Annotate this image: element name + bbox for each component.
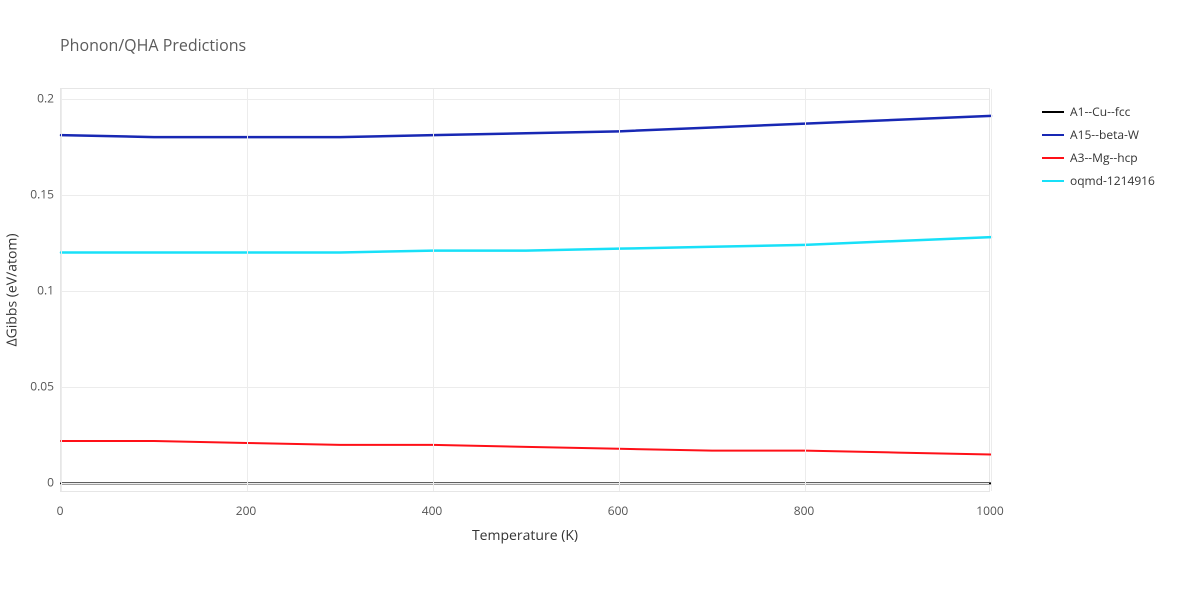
legend-label: A3--Mg--hcp <box>1070 149 1138 166</box>
grid-line-vertical <box>247 89 248 491</box>
grid-line-vertical <box>61 89 62 491</box>
y-tick-label: 0.05 <box>20 378 54 395</box>
grid-line-vertical <box>991 89 992 491</box>
x-tick-label: 400 <box>422 502 443 519</box>
series-line[interactable] <box>61 237 991 252</box>
grid-line-horizontal <box>61 387 989 388</box>
legend-label: A1--Cu--fcc <box>1070 103 1130 120</box>
series-line[interactable] <box>61 441 991 454</box>
y-tick-label: 0.1 <box>20 282 54 299</box>
grid-line-horizontal <box>61 195 989 196</box>
y-axis-label: ΔGibbs (eV/atom) <box>3 233 22 346</box>
y-tick-label: 0 <box>20 474 54 491</box>
x-tick-label: 600 <box>608 502 629 519</box>
phonon-qha-chart: Phonon/QHA Predictions Temperature (K) Δ… <box>0 0 1200 600</box>
y-tick-label: 0.2 <box>20 89 54 106</box>
legend: A1--Cu--fcc A15--beta-W A3--Mg--hcp oqmd-12… <box>1042 102 1155 190</box>
chart-title: Phonon/QHA Predictions <box>60 34 246 56</box>
grid-line-vertical <box>619 89 620 491</box>
grid-line-vertical <box>805 89 806 491</box>
plot-area <box>60 88 990 492</box>
x-tick-label: 800 <box>794 502 815 519</box>
x-tick-label: 200 <box>236 502 257 519</box>
legend-item[interactable]: A3--Mg--hcp <box>1042 148 1155 167</box>
grid-line-horizontal <box>61 483 989 484</box>
legend-swatch <box>1042 180 1064 182</box>
legend-swatch <box>1042 134 1064 136</box>
legend-item[interactable]: A1--Cu--fcc <box>1042 102 1155 121</box>
series-line[interactable] <box>61 116 991 137</box>
grid-line-horizontal <box>61 291 989 292</box>
legend-label: A15--beta-W <box>1070 126 1139 143</box>
legend-swatch <box>1042 157 1064 159</box>
grid-line-vertical <box>433 89 434 491</box>
grid-line-horizontal <box>61 99 989 100</box>
x-axis-label: Temperature (K) <box>472 526 578 545</box>
legend-swatch <box>1042 111 1064 113</box>
legend-item[interactable]: A15--beta-W <box>1042 125 1155 144</box>
legend-item[interactable]: oqmd-1214916 <box>1042 171 1155 190</box>
legend-label: oqmd-1214916 <box>1070 172 1155 189</box>
x-tick-label: 0 <box>57 502 64 519</box>
x-tick-label: 1000 <box>976 502 1003 519</box>
y-tick-label: 0.15 <box>20 185 54 202</box>
